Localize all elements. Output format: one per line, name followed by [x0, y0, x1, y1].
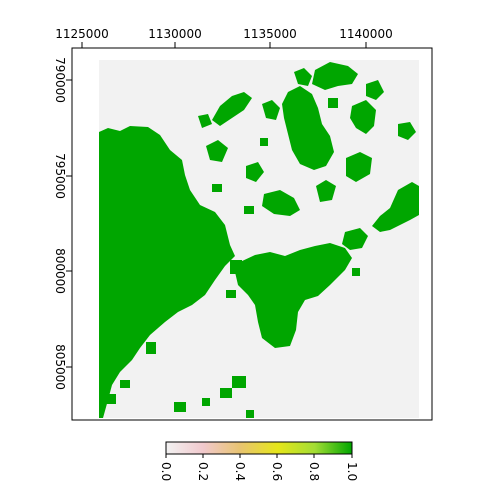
- forest-mid-band: [342, 228, 368, 250]
- legend-tick-label: 0.2: [196, 462, 210, 481]
- legend: 0.0 0.2 0.4 0.6 0.8 1.0: [159, 441, 359, 481]
- legend-colorbar: [165, 441, 353, 455]
- forest-n-3: [294, 68, 312, 86]
- forest-dot-15: [352, 268, 360, 276]
- legend-tick-label: 1.0: [345, 462, 359, 481]
- forest-ne-3: [350, 100, 376, 134]
- y-tick-label: 805000: [53, 344, 67, 390]
- forest-central-mass: [235, 243, 352, 348]
- forest-west-mass: [99, 126, 235, 418]
- forest-dot-3: [260, 138, 268, 146]
- forest-dot-10: [174, 402, 186, 412]
- x-axis: 1125000 1130000 1135000 1140000: [55, 27, 393, 49]
- forest-dot-1: [244, 206, 254, 214]
- forest-dot-9: [106, 394, 116, 404]
- forest-ne-8: [262, 190, 300, 216]
- forest-n-5: [246, 162, 264, 182]
- x-tick-label: 1135000: [243, 27, 296, 41]
- forest-ne-1: [312, 62, 358, 90]
- y-tick-label: 795000: [53, 153, 67, 199]
- forest-n-2: [262, 100, 280, 120]
- forest-ne-5: [398, 122, 416, 140]
- forest-ne-4: [366, 80, 384, 100]
- legend-tick-label: 0.6: [270, 462, 284, 481]
- y-tick-label: 790000: [53, 57, 67, 103]
- forest-ne-2: [282, 86, 334, 170]
- y-tick-label: 800000: [53, 248, 67, 294]
- forest-patches: [99, 62, 419, 418]
- forest-dot-8: [120, 380, 130, 388]
- y-axis: 790000 795000 800000 805000: [53, 57, 73, 390]
- x-tick-label: 1140000: [339, 27, 392, 41]
- legend-tick-label: 0.8: [307, 462, 321, 481]
- legend-tick-label: 0.4: [233, 462, 247, 481]
- forest-dot-12: [220, 388, 232, 398]
- forest-n-6: [198, 114, 212, 128]
- x-tick-label: 1125000: [55, 27, 108, 41]
- legend-tick-label: 0.0: [159, 462, 173, 481]
- forest-n-4: [206, 140, 228, 162]
- forest-dot-7: [146, 342, 156, 354]
- forest-dot-13: [202, 398, 210, 406]
- forest-ne-6: [346, 152, 372, 182]
- forest-east-band: [372, 182, 419, 232]
- forest-ne-7: [316, 180, 336, 202]
- forest-dot-11: [232, 376, 246, 388]
- x-tick-label: 1130000: [148, 27, 201, 41]
- forest-dot-14: [246, 410, 254, 418]
- forest-dot-6: [226, 290, 236, 298]
- forest-n-1: [212, 92, 252, 126]
- forest-dot-4: [328, 98, 338, 108]
- forest-dot-2: [212, 184, 222, 192]
- forest-dot-5: [230, 260, 242, 274]
